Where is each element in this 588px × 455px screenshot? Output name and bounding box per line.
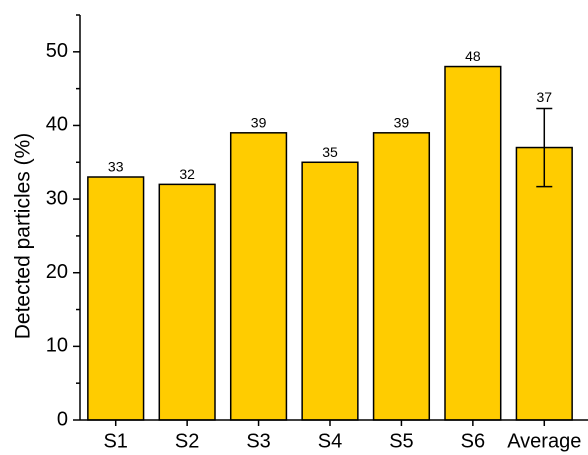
bar	[515, 146, 573, 421]
y-axis-label: Detected particles (%)	[12, 133, 35, 340]
bar	[372, 132, 431, 421]
y-tick-label: 50	[46, 40, 68, 62]
y-tick-label: 10	[46, 335, 68, 357]
x-tick-label: Average	[507, 430, 581, 452]
bar	[158, 183, 216, 421]
value-label: 48	[465, 48, 481, 64]
x-tick-label: S4	[318, 430, 342, 452]
value-label: 37	[536, 89, 552, 105]
x-tick-label: S2	[175, 430, 199, 452]
x-tick-label: S5	[389, 430, 413, 452]
y-tick-label: 40	[46, 114, 68, 136]
bar	[444, 65, 502, 421]
bar	[301, 161, 359, 421]
x-tick-label: S1	[103, 430, 127, 452]
y-tick-label: 0	[57, 408, 68, 430]
y-tick-label: 30	[46, 187, 68, 209]
value-label: 39	[394, 115, 410, 131]
value-label: 32	[179, 166, 195, 182]
value-label: 39	[251, 115, 267, 131]
value-label: 35	[322, 144, 338, 160]
y-tick-label: 20	[46, 261, 68, 283]
x-tick-label: S3	[246, 430, 270, 452]
bar	[87, 176, 145, 421]
x-tick-label: S6	[461, 430, 485, 452]
bar	[229, 132, 288, 421]
value-label: 33	[108, 159, 124, 175]
